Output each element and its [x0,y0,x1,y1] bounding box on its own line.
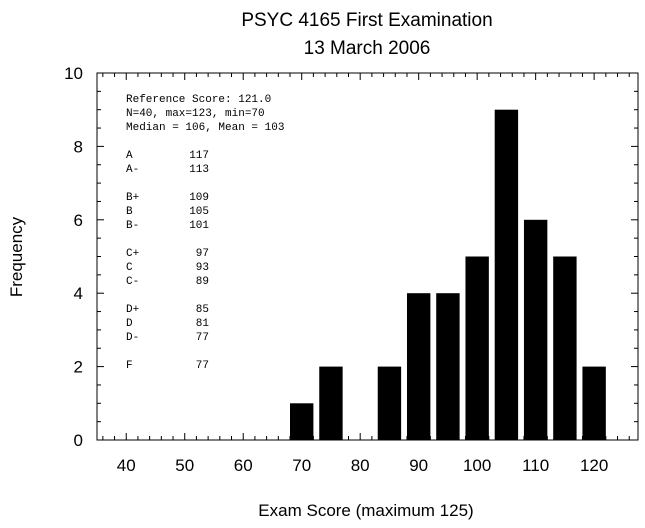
grade-letter: D- [126,332,139,344]
bar-115 [553,256,577,440]
grade-cutoff: 97 [196,248,209,260]
grade-cutoff: 77 [196,360,209,372]
grade-letter: C- [126,276,139,288]
grade-cutoff: 117 [189,150,209,162]
grade-cutoff: 101 [189,220,209,232]
grade-cutoff: 77 [196,332,209,344]
grade-cutoff: 81 [196,318,210,330]
y-axis-label: Frequency [7,216,26,297]
grade-letter: D+ [126,304,139,316]
x-axis-label: Exam Score (maximum 125) [258,501,473,520]
y-tick-label: 10 [64,64,83,83]
bar-95 [436,293,460,440]
x-tick-label: 40 [117,456,136,475]
y-tick-label: 4 [74,284,83,303]
grade-letter: C+ [126,248,139,260]
grade-letter: F [126,360,133,372]
grade-cutoff: 85 [196,304,209,316]
y-tick-label: 2 [74,358,83,377]
grade-cutoff: 113 [189,164,209,176]
grade-cutoff: 93 [196,262,209,274]
x-tick-label: 110 [522,456,549,475]
ticks-group: 40 50 60 70 80 90 100 110 120 0 2 4 6 8 10 [64,64,638,475]
plot-frame [96,72,639,441]
grade-letter: B+ [126,192,139,204]
chart-title: PSYC 4165 First Examination [241,10,492,31]
x-tick-label: 80 [351,456,370,475]
bar-85 [377,366,402,440]
x-tick-label: 90 [409,456,428,475]
annotation-line: N=40, max=123, min=70 [126,108,265,120]
grade-cutoff: 105 [189,206,209,218]
bar-110 [523,219,548,440]
bar-105 [494,109,519,440]
grade-letter: B- [126,220,139,232]
x-tick-label: 50 [175,456,194,475]
annotation-line: Median = 106, Mean = 103 [126,122,284,134]
bars-group [290,109,606,440]
grade-letter: C [126,262,133,274]
y-tick-label: 6 [74,211,83,230]
x-tick-label: 120 [580,456,608,475]
y-tick-label: 0 [74,431,83,450]
grade-letter: B [126,206,133,218]
bar-100 [465,256,489,440]
grade-letter: A [126,150,133,162]
x-tick-label: 70 [292,456,311,475]
bar-70 [290,403,314,440]
grade-cutoff: 109 [189,192,209,204]
x-tick-label: 60 [234,456,253,475]
annotation-line: Reference Score: 121.0 [126,94,271,106]
chart-subtitle: 13 March 2006 [304,38,431,59]
x-tick-label: 100 [463,456,491,475]
bar-75 [319,366,343,440]
grade-letter: A- [126,164,139,176]
bar-90 [406,293,431,440]
annotation-box: Reference Score: 121.0 N=40, max=123, min… [126,94,284,372]
grade-letter: D [126,318,133,330]
grade-cutoff: 89 [196,276,209,288]
y-tick-label: 8 [74,137,83,156]
bar-120 [582,366,606,440]
